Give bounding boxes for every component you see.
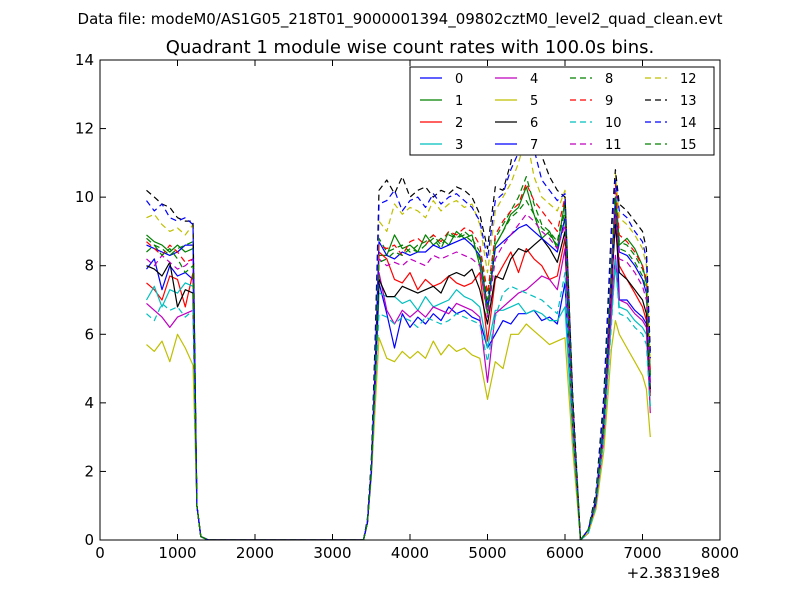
x-tick-label: 4000 <box>391 544 429 562</box>
series-4-line-segment-3 <box>580 254 651 540</box>
y-tick-label: 12 <box>75 120 94 138</box>
series-10-line-segment-0 <box>146 302 202 537</box>
series-1-line-segment-2 <box>362 186 582 540</box>
series-10-line-segment-3 <box>580 258 651 540</box>
series-4-line-segment-0 <box>146 302 202 537</box>
x-offset-label: +2.38319e8 <box>627 564 720 582</box>
legend-label-4: 4 <box>530 72 538 87</box>
series-6-line-segment-0 <box>146 261 202 537</box>
legend-label-5: 5 <box>530 94 538 109</box>
legend-label-7: 7 <box>530 138 538 153</box>
y-tick-label: 6 <box>84 325 94 343</box>
legend-label-12: 12 <box>680 72 697 87</box>
chart-title: Quadrant 1 module wise count rates with … <box>166 37 655 58</box>
x-tick-label: 7000 <box>623 544 661 562</box>
legend-label-14: 14 <box>680 116 697 131</box>
legend-label-13: 13 <box>680 94 697 109</box>
y-tick-label: 8 <box>84 257 94 275</box>
series-13-line-segment-0 <box>146 189 202 537</box>
y-tick-label: 2 <box>84 462 94 480</box>
series-7-line-segment-2 <box>362 217 582 540</box>
series-9-line-segment-0 <box>146 241 202 537</box>
series-1-line-segment-3 <box>580 196 651 540</box>
series-layer <box>145 93 651 540</box>
legend-label-11: 11 <box>605 138 622 153</box>
series-4-line-segment-2 <box>362 248 582 540</box>
legend-box <box>409 66 715 156</box>
ticks-layer: 0 1000 2000 3000 4000 5000 6000 7000 80000246810… <box>75 51 739 562</box>
series-10-line-segment-2 <box>362 272 582 540</box>
series-15-line-segment-1 <box>200 536 364 540</box>
series-6-line-segment-3 <box>580 224 651 540</box>
y-tick-label: 0 <box>84 531 94 549</box>
y-tick-label: 10 <box>75 188 94 206</box>
legend-label-10: 10 <box>605 116 622 131</box>
x-tick-label: 3000 <box>313 544 351 562</box>
x-tick-label: 1000 <box>158 544 196 562</box>
legend-label-0: 0 <box>455 72 463 87</box>
series-13-line-segment-2 <box>362 93 582 540</box>
series-12-line-segment-2 <box>362 134 582 540</box>
x-tick-label: 6000 <box>546 544 584 562</box>
series-9-line-segment-3 <box>580 182 651 540</box>
x-tick-label: 2000 <box>236 544 274 562</box>
series-11-line-segment-0 <box>146 254 202 537</box>
series-9-line-segment-2 <box>362 182 582 540</box>
series-5-line-segment-3 <box>580 320 651 540</box>
y-tick-label: 14 <box>75 51 94 69</box>
legend-label-2: 2 <box>455 116 463 131</box>
series-15-line-segment-2 <box>362 200 582 540</box>
series-3-line-segment-3 <box>580 265 651 540</box>
figure-suptitle: Data file: modeM0/AS1G05_218T01_90000013… <box>78 10 723 29</box>
x-tick-label: 0 <box>95 544 105 562</box>
series-14-line-segment-0 <box>146 200 202 537</box>
legend-label-6: 6 <box>530 116 538 131</box>
series-15-line-segment-0 <box>146 244 202 537</box>
series-8-line-segment-2 <box>362 176 582 540</box>
legend-label-8: 8 <box>605 72 613 87</box>
series-13-line-segment-3 <box>580 169 651 540</box>
x-tick-label: 5000 <box>468 544 506 562</box>
y-tick-label: 4 <box>84 394 94 412</box>
series-14-line-segment-3 <box>580 179 651 540</box>
legend-label-9: 9 <box>605 94 613 109</box>
series-15-line-segment-3 <box>580 196 651 540</box>
legend-label-1: 1 <box>455 94 463 109</box>
series-2-line-segment-2 <box>362 237 582 540</box>
series-3-line-segment-2 <box>362 289 582 540</box>
series-0-line-segment-3 <box>580 196 651 540</box>
series-5-line-segment-0 <box>146 333 202 537</box>
series-11-line-segment-3 <box>580 210 651 540</box>
series-7-line-segment-3 <box>580 203 651 540</box>
x-tick-label: 8000 <box>701 544 739 562</box>
legend-label-3: 3 <box>455 138 463 153</box>
series-0-line-segment-2 <box>362 282 582 540</box>
legend-label-15: 15 <box>680 138 697 153</box>
series-8-line-segment-3 <box>580 189 651 540</box>
series-11-line-segment-2 <box>362 213 582 540</box>
series-5-line-segment-2 <box>362 323 582 540</box>
series-14-line-segment-2 <box>362 117 582 540</box>
